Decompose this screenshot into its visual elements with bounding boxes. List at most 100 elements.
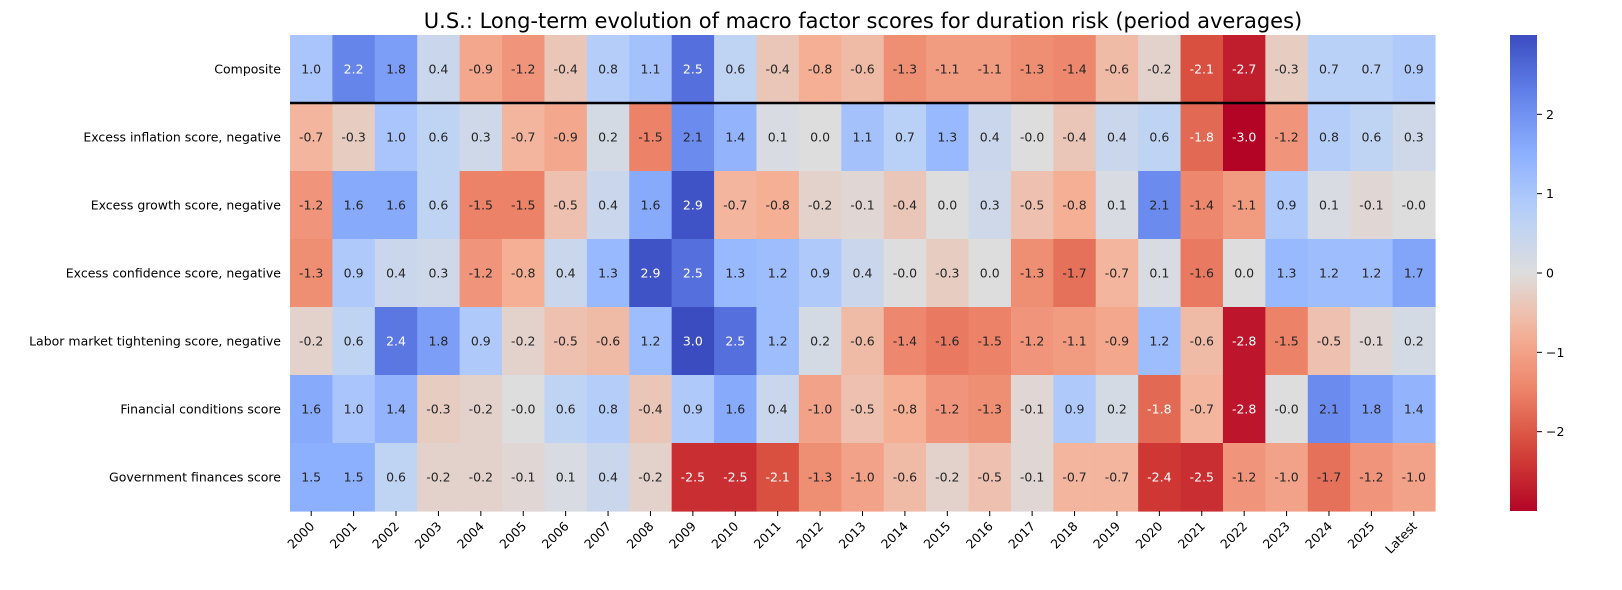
cell-value-label: 0.6 — [428, 198, 448, 213]
cell-value-label: -1.8 — [1147, 402, 1171, 417]
cell-value-label: 0.0 — [937, 198, 957, 213]
cell-value-label: -0.8 — [808, 62, 832, 77]
cell-value-label: -0.4 — [765, 62, 789, 77]
cell-value-label: -0.7 — [1190, 402, 1214, 417]
heatmap-cell — [417, 443, 461, 512]
cell-value-label: -1.4 — [1190, 198, 1214, 213]
heatmap-cell — [290, 35, 334, 104]
heatmap-cell — [1010, 171, 1054, 240]
heatmap-cell — [629, 103, 673, 172]
heatmap-cell — [290, 375, 334, 444]
heatmap-cell — [544, 103, 588, 172]
heatmap-cell — [756, 307, 800, 376]
column-label: Latest — [1382, 518, 1420, 556]
heatmap-cell — [629, 443, 673, 512]
cell-value-label: 0.1 — [768, 130, 788, 145]
heatmap-cell — [544, 443, 588, 512]
heatmap-cell — [586, 375, 630, 444]
heatmap-cell — [502, 171, 546, 240]
heatmap-cell — [459, 35, 503, 104]
cell-value-label: 1.0 — [344, 402, 364, 417]
heatmap-cell — [798, 443, 842, 512]
cell-value-label: 0.4 — [768, 402, 788, 417]
column-label: 2021 — [1175, 519, 1208, 552]
heatmap-cell — [332, 103, 376, 172]
column-label: 2024 — [1302, 518, 1335, 551]
heatmap-cell — [1350, 103, 1394, 172]
cell-value-label: 0.4 — [556, 266, 576, 281]
heatmap-cell — [374, 35, 418, 104]
heatmap-cell — [544, 239, 588, 308]
heatmap-cell — [1350, 35, 1394, 104]
cell-value-label: -0.4 — [553, 62, 577, 77]
cell-value-label: -1.8 — [1190, 130, 1214, 145]
heatmap-cell — [417, 35, 461, 104]
cell-value-label: 0.6 — [344, 334, 364, 349]
cell-value-label: -1.1 — [978, 62, 1002, 77]
heatmap-cell — [1180, 307, 1224, 376]
heatmap-cell — [374, 171, 418, 240]
heatmap-cell — [1010, 375, 1054, 444]
cell-value-label: -0.2 — [511, 334, 535, 349]
heatmap-cell — [926, 307, 970, 376]
heatmap-cell — [1053, 239, 1097, 308]
heatmap-cell — [968, 307, 1012, 376]
heatmap-cell — [1392, 443, 1436, 512]
heatmap-cell — [1095, 443, 1139, 512]
row-labels: Composite Excess inflation score, negativ… — [29, 62, 281, 485]
column-label: 2011 — [751, 519, 784, 552]
cell-value-label: -0.8 — [511, 266, 535, 281]
heatmap-cell — [459, 239, 503, 308]
heatmap-cell — [756, 171, 800, 240]
heatmap-cell — [1095, 375, 1139, 444]
cell-value-label: -2.8 — [1232, 402, 1256, 417]
column-label: 2023 — [1260, 519, 1293, 552]
colorbar — [1510, 35, 1537, 511]
heatmap-cell — [926, 35, 970, 104]
heatmap-cell — [332, 443, 376, 512]
column-label: 2000 — [284, 518, 317, 551]
cell-value-label: 0.9 — [1277, 198, 1297, 213]
heatmap-cell — [459, 171, 503, 240]
cell-value-label: -0.2 — [935, 470, 959, 485]
cell-value-label: -1.3 — [299, 266, 323, 281]
cell-value-label: -1.3 — [1020, 62, 1044, 77]
cell-value-label: 1.8 — [386, 62, 406, 77]
heatmap-cell — [586, 443, 630, 512]
cell-value-label: -0.0 — [1020, 130, 1044, 145]
cell-value-label: -1.6 — [1190, 266, 1214, 281]
column-label: 2016 — [963, 518, 996, 551]
cell-value-label: -1.5 — [469, 198, 493, 213]
heatmap-cell — [1180, 239, 1224, 308]
cell-value-label: -1.0 — [1402, 470, 1426, 485]
heatmap-cell — [1180, 171, 1224, 240]
heatmap-cell — [968, 103, 1012, 172]
row-label: Composite — [214, 62, 281, 77]
cell-value-label: 0.4 — [853, 266, 873, 281]
cell-value-label: 1.2 — [1319, 266, 1339, 281]
heatmap-cell — [841, 307, 885, 376]
heatmap-cell — [290, 239, 334, 308]
heatmap-cell — [1392, 171, 1436, 240]
cell-value-label: 1.1 — [641, 62, 661, 77]
cell-value-label: -0.0 — [1274, 402, 1298, 417]
heatmap-cell — [1350, 239, 1394, 308]
heatmap-cell — [798, 103, 842, 172]
row-label: Government finances score — [109, 470, 281, 485]
cell-value-label: -0.9 — [553, 130, 577, 145]
heatmap-cell — [1053, 375, 1097, 444]
heatmap-cell — [1053, 35, 1097, 104]
heatmap-cell — [883, 239, 927, 308]
heatmap-cell — [502, 307, 546, 376]
heatmap-cell — [968, 443, 1012, 512]
cell-value-label: -0.1 — [1020, 470, 1044, 485]
cell-value-label: -0.2 — [469, 402, 493, 417]
heatmap-cell — [1095, 103, 1139, 172]
cell-value-label: 0.8 — [598, 62, 618, 77]
heatmap-cell — [1222, 35, 1266, 104]
heatmap-cell — [417, 171, 461, 240]
cell-value-label: -2.5 — [1190, 470, 1214, 485]
cell-value-label: -0.1 — [850, 198, 874, 213]
cell-value-label: 0.8 — [598, 402, 618, 417]
heatmap-cell — [290, 443, 334, 512]
